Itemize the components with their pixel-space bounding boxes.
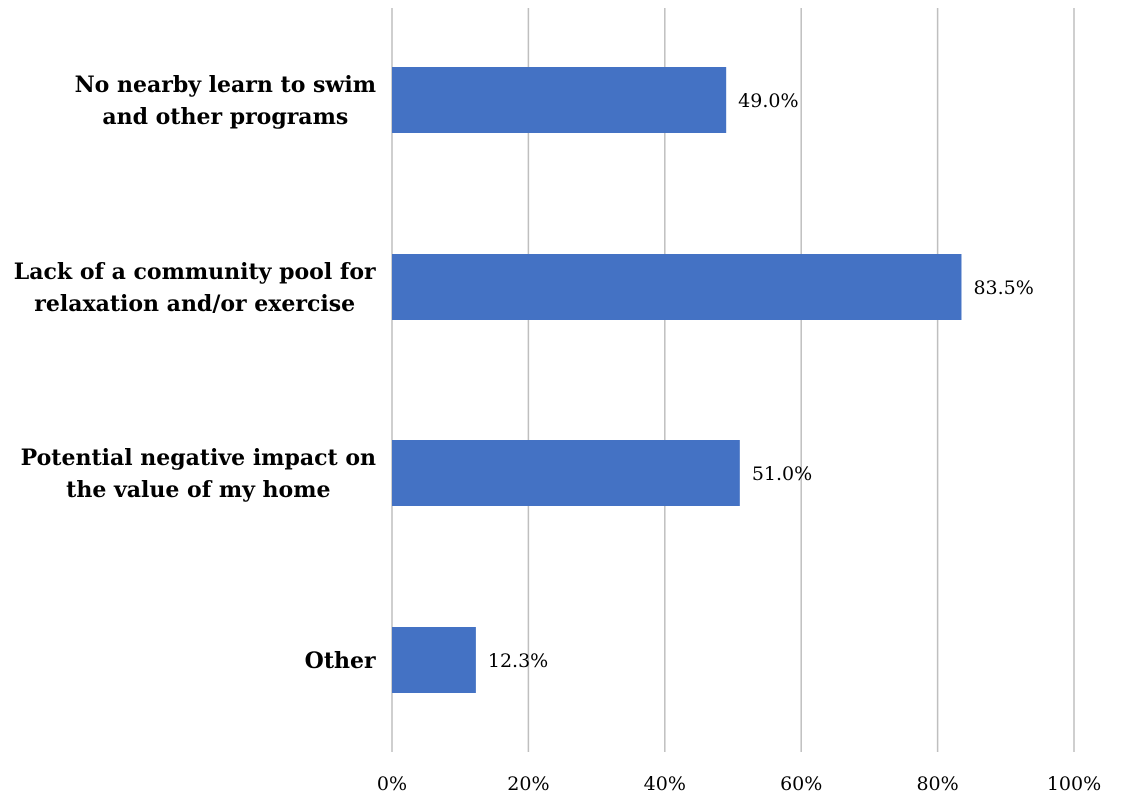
category-label-line: relaxation and/or exercise <box>34 291 355 317</box>
bar <box>392 254 962 320</box>
data-label: 51.0% <box>752 463 812 485</box>
category-label-line: Other <box>305 648 376 674</box>
category-label-line: Potential negative impact on <box>21 445 376 471</box>
x-tick-label: 0% <box>377 773 407 792</box>
data-labels: 49.0% 83.5% 51.0% 12.3% <box>488 90 1034 672</box>
x-tick-label: 100% <box>1047 773 1101 792</box>
data-label: 83.5% <box>973 277 1033 299</box>
category-label-line: Lack of a community pool for <box>14 259 376 285</box>
x-axis-tick-labels: 0% 20% 40% 60% 80% 100% <box>377 773 1101 792</box>
bar <box>392 440 740 506</box>
category-labels: No nearby learn to swim and other program… <box>14 72 376 674</box>
bar <box>392 67 727 133</box>
category-label: Potential negative impact on the value of… <box>21 445 376 503</box>
category-label-line: and other programs <box>102 104 348 130</box>
category-label-line: No nearby learn to swim <box>75 72 376 98</box>
x-tick-label: 20% <box>507 773 549 792</box>
bar <box>392 627 476 693</box>
data-label: 49.0% <box>738 90 798 112</box>
x-tick-label: 80% <box>916 773 958 792</box>
x-tick-label: 60% <box>780 773 822 792</box>
category-label-line: the value of my home <box>66 477 330 503</box>
category-label: Other <box>305 648 376 674</box>
data-label: 12.3% <box>488 650 548 672</box>
category-label: Lack of a community pool for relaxation a… <box>14 259 376 317</box>
bars <box>392 67 962 693</box>
x-tick-label: 40% <box>644 773 686 792</box>
category-label: No nearby learn to swim and other program… <box>75 72 376 130</box>
